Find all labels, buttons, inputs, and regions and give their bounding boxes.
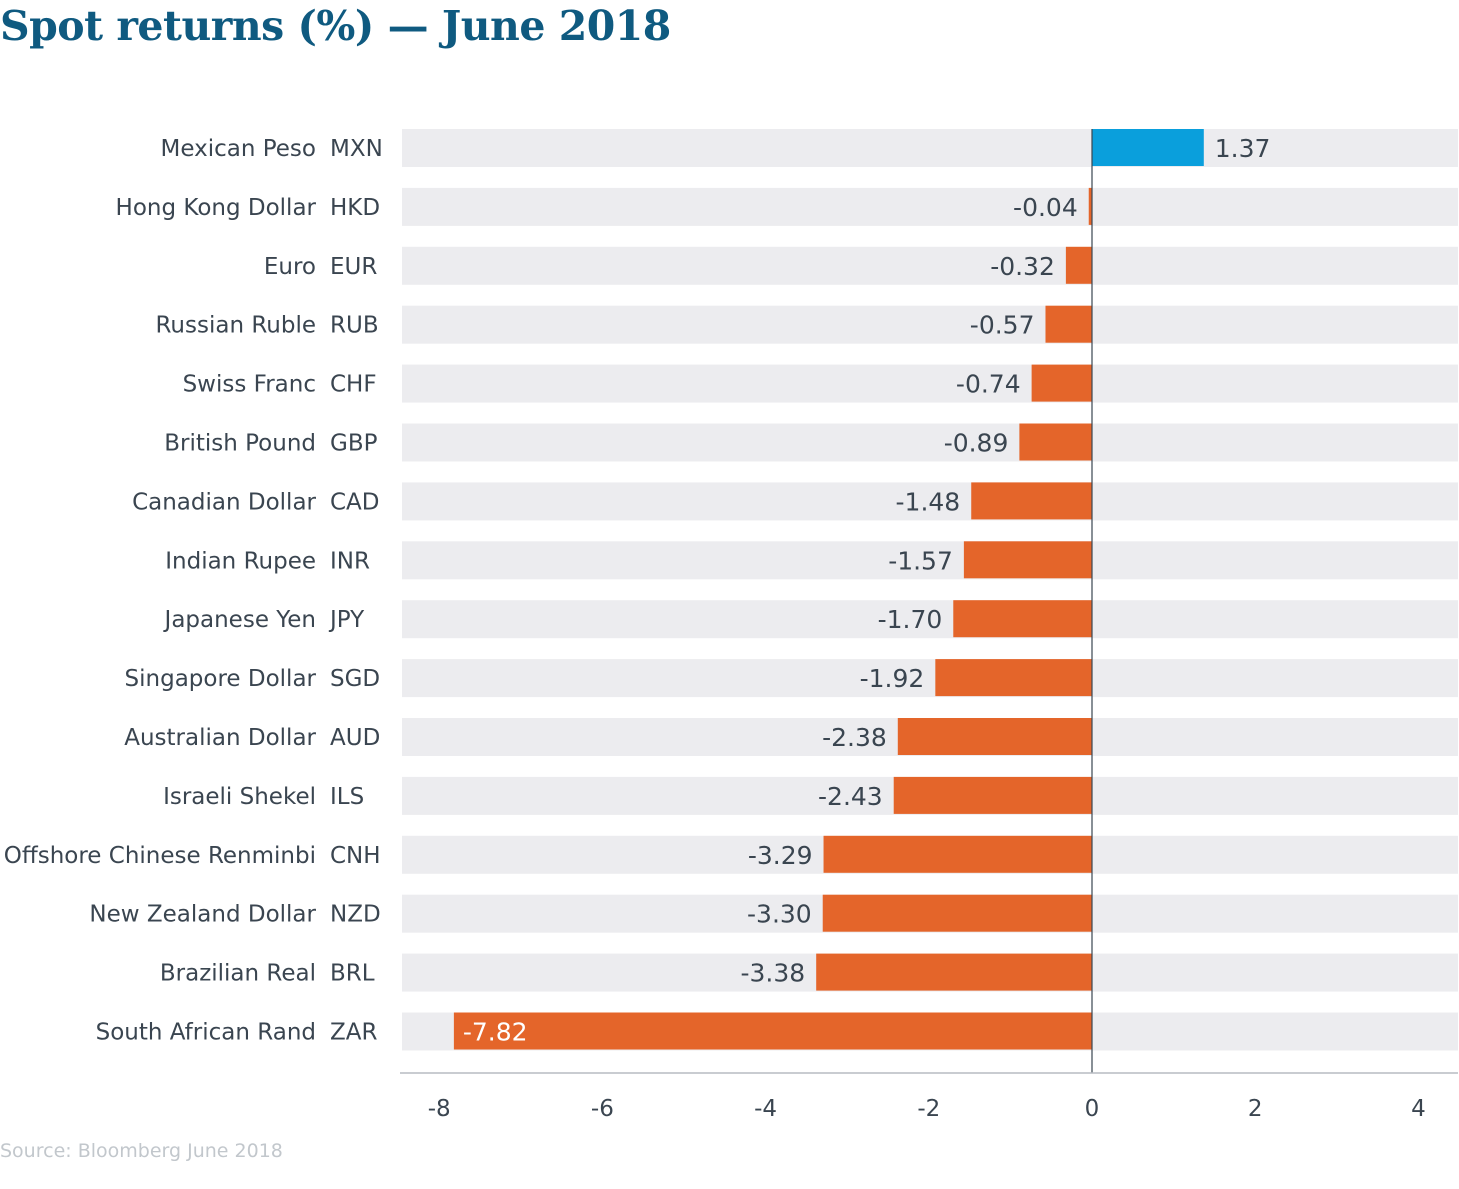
data-label: -0.04 <box>1013 193 1078 222</box>
data-label: -0.89 <box>944 429 1009 458</box>
bar-nzd <box>822 894 1092 932</box>
x-tick-label: -2 <box>917 1096 940 1122</box>
category-name: Indian Rupee <box>165 548 316 574</box>
category-code: RUB <box>330 313 379 339</box>
bar-cnh <box>823 835 1092 873</box>
category-code: AUD <box>330 725 380 751</box>
data-label: -0.74 <box>956 370 1021 399</box>
category-name: Canadian Dollar <box>132 489 316 515</box>
category-code: GBP <box>330 431 378 457</box>
x-tick-label: -4 <box>754 1096 777 1122</box>
category-code: CHF <box>330 372 377 398</box>
category-name: Australian Dollar <box>124 725 316 751</box>
bar-mxn <box>1092 129 1204 166</box>
row-background <box>402 482 1458 521</box>
bar-cad <box>971 482 1092 520</box>
bar-zar <box>453 1012 1092 1050</box>
row-background <box>402 305 1458 344</box>
category-code: SGD <box>330 666 380 692</box>
x-tick-label: 2 <box>1248 1096 1263 1122</box>
bar-brl <box>816 953 1092 991</box>
x-tick-label: 4 <box>1411 1096 1426 1122</box>
category-name: Swiss Franc <box>183 372 316 398</box>
data-label: -7.82 <box>463 1018 528 1047</box>
category-name: British Pound <box>164 431 316 457</box>
bar-aud <box>897 718 1092 755</box>
row-background <box>402 364 1458 403</box>
bar-jpy <box>953 600 1092 638</box>
row-background <box>402 600 1458 639</box>
category-code: NZD <box>330 902 381 928</box>
data-label: -2.43 <box>818 782 883 811</box>
x-tick-label: 0 <box>1085 1096 1100 1122</box>
category-code: BRL <box>330 961 375 987</box>
data-label: -0.57 <box>970 311 1035 340</box>
category-name: Hong Kong Dollar <box>116 195 317 221</box>
x-tick-label: -6 <box>591 1096 614 1122</box>
category-name: South African Rand <box>96 1020 316 1046</box>
category-code: EUR <box>330 254 377 280</box>
category-code: CAD <box>330 489 380 515</box>
data-label: -3.29 <box>748 841 813 870</box>
bar-sgd <box>935 659 1092 697</box>
category-name: Mexican Peso <box>161 136 316 162</box>
category-code: ILS <box>330 784 364 810</box>
x-tick-label: -8 <box>428 1096 451 1122</box>
category-code: ZAR <box>330 1020 377 1046</box>
bar-ils <box>893 776 1092 814</box>
source-note: Source: Bloomberg June 2018 <box>0 1140 283 1162</box>
data-label: -1.92 <box>860 664 925 693</box>
category-name: Japanese Yen <box>163 607 316 633</box>
category-name: Euro <box>264 254 316 280</box>
category-name: Israeli Shekel <box>163 784 316 810</box>
category-name: Singapore Dollar <box>125 666 317 692</box>
data-label: -0.32 <box>990 252 1055 281</box>
category-name: New Zealand Dollar <box>89 902 316 928</box>
data-label: -1.70 <box>878 605 943 634</box>
data-label: -2.38 <box>822 723 887 752</box>
category-code: INR <box>330 548 370 574</box>
chart-title: Spot returns (%) — June 2018 <box>0 2 671 50</box>
bar-gbp <box>1019 423 1092 461</box>
data-label: -1.48 <box>896 487 961 516</box>
row-background <box>402 659 1458 698</box>
category-code: CNH <box>330 843 381 869</box>
row-background <box>402 246 1458 285</box>
bar-inr <box>963 541 1092 579</box>
row-background <box>402 187 1458 226</box>
bar-chf <box>1031 364 1092 402</box>
data-label: -3.30 <box>747 900 812 929</box>
category-code: MXN <box>330 136 383 162</box>
bar-rub <box>1045 305 1092 343</box>
data-label: 1.37 <box>1215 134 1271 163</box>
data-label: -3.38 <box>741 959 806 988</box>
row-background <box>402 423 1458 462</box>
category-code: JPY <box>328 607 365 633</box>
category-name: Offshore Chinese Renminbi <box>4 843 316 869</box>
data-label: -1.57 <box>888 546 953 575</box>
category-code: HKD <box>330 195 380 221</box>
category-name: Brazilian Real <box>160 961 316 987</box>
category-name: Russian Ruble <box>155 313 316 339</box>
bar-hkd <box>1088 187 1092 225</box>
bar-eur <box>1065 246 1092 284</box>
row-background <box>402 541 1458 580</box>
row-background <box>402 129 1458 167</box>
